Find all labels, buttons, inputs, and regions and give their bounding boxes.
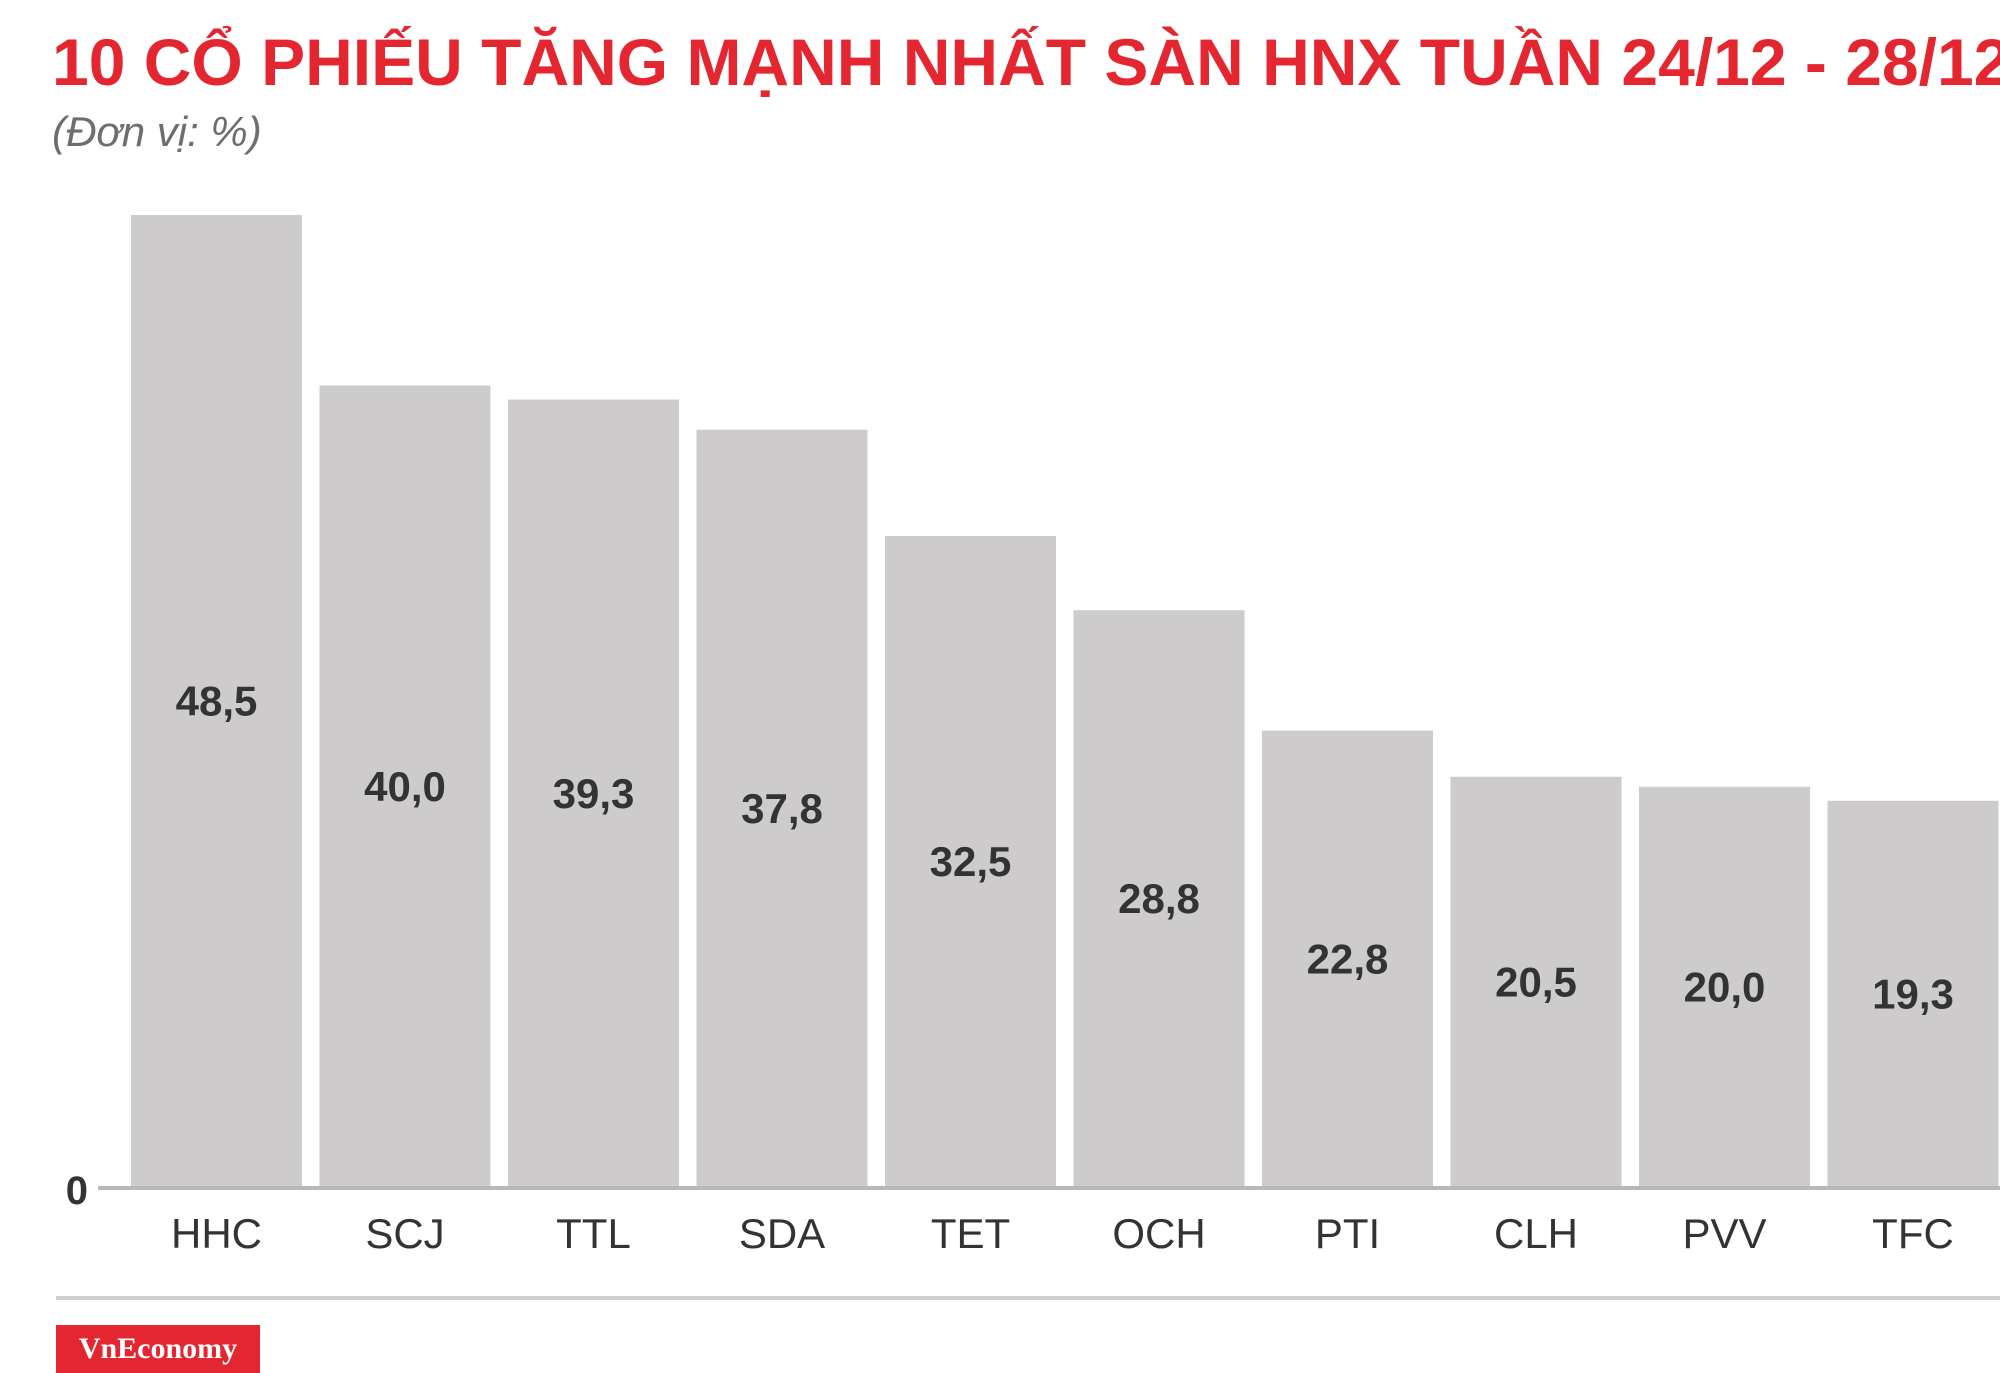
- bar-ttl: [508, 399, 679, 1188]
- bar-sda: [696, 429, 868, 1188]
- bar-pti: [1262, 730, 1433, 1188]
- bar-clh: [1450, 776, 1622, 1188]
- x-tick-label-scj: SCJ: [365, 1210, 444, 1257]
- value-label-ttl: 39,3: [553, 770, 635, 817]
- y-tick-label-zero: 0: [66, 1169, 88, 1213]
- x-tick-label-sda: SDA: [739, 1210, 825, 1257]
- x-tick-label-ttl: TTL: [556, 1210, 631, 1257]
- x-tick-label-tfc: TFC: [1872, 1210, 1954, 1257]
- x-tick-label-och: OCH: [1112, 1210, 1205, 1257]
- value-label-sda: 37,8: [741, 785, 823, 832]
- value-labels-group: 48,5 40,0 39,3 37,8 32,5 28,8 22,8 20,5 20,0 19,3: [176, 678, 1954, 1018]
- footer-divider: [56, 1296, 2000, 1300]
- chart-title: 10 CỔ PHIẾU TĂNG MẠNH NHẤT SÀN HNX TUẦN …: [52, 25, 2000, 99]
- bar-tet: [885, 535, 1056, 1188]
- bar-scj: [319, 385, 491, 1189]
- x-tick-label-pti: PTI: [1315, 1210, 1380, 1257]
- x-labels-group: HHC SCJ TTL SDA TET OCH PTI CLH PVV TFC: [171, 1210, 1954, 1257]
- x-tick-label-hhc: HHC: [171, 1210, 262, 1257]
- bar-pvv: [1639, 786, 1810, 1188]
- value-label-tfc: 19,3: [1872, 970, 1954, 1017]
- value-label-pvv: 20,0: [1684, 963, 1766, 1010]
- bar-chart: 0 48,5 40,0 39,3 37,8 32,5 28,8 22,8 20,5 20,0 19…: [66, 215, 2000, 1257]
- value-label-hhc: 48,5: [176, 678, 258, 725]
- bar-och: [1073, 610, 1245, 1188]
- chart-unit-label: (Đơn vị: %): [52, 108, 262, 155]
- x-tick-label-pvv: PVV: [1682, 1210, 1766, 1257]
- bars-group: [131, 215, 1999, 1189]
- value-label-tet: 32,5: [930, 838, 1012, 885]
- value-label-scj: 40,0: [364, 763, 446, 810]
- value-label-pti: 22,8: [1307, 935, 1389, 982]
- value-label-clh: 20,5: [1495, 958, 1577, 1005]
- x-tick-label-clh: CLH: [1494, 1210, 1578, 1257]
- x-tick-label-tet: TET: [931, 1210, 1010, 1257]
- bar-tfc: [1827, 800, 1999, 1188]
- bar-hhc: [131, 215, 302, 1188]
- value-label-och: 28,8: [1118, 875, 1200, 922]
- brand-logo: VnEconomy: [56, 1325, 260, 1373]
